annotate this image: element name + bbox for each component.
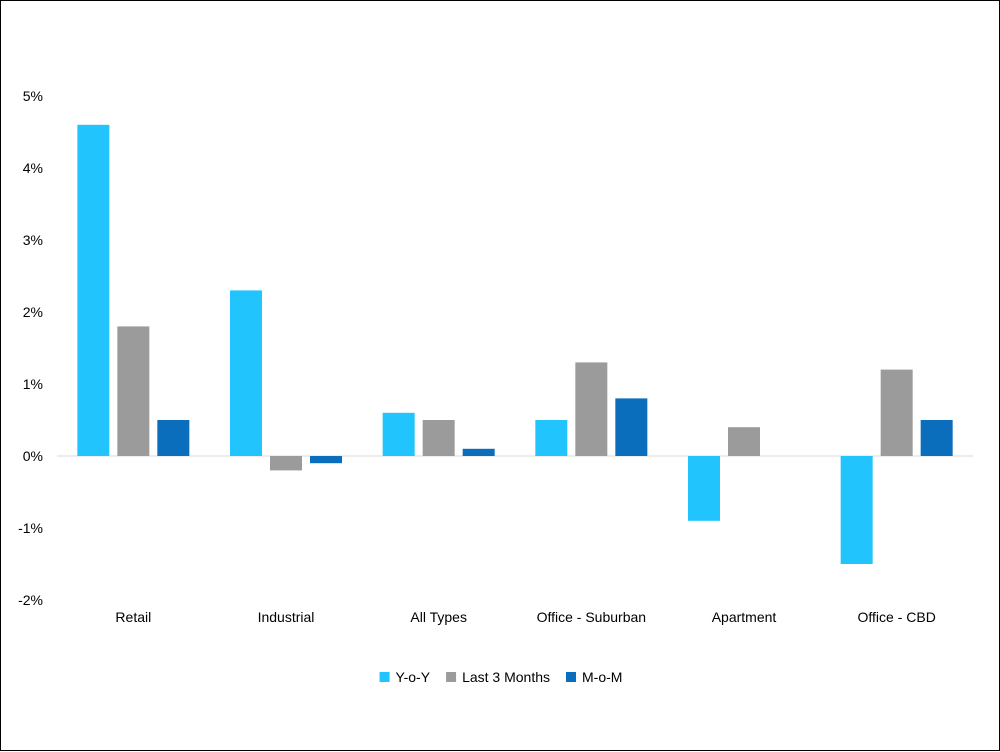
bar-last-3-months-retail [117, 326, 150, 456]
y-tick-label: 3% [23, 232, 43, 248]
x-category-label: Office - CBD [858, 609, 936, 625]
bar-last-3-months-office-cbd [880, 369, 913, 456]
y-tick-label: 5% [23, 88, 43, 104]
bar-last-3-months-apartment [728, 427, 760, 456]
bar-y-o-y-apartment [688, 456, 720, 521]
bar-y-o-y-all-types [382, 412, 415, 456]
x-category-label: Industrial [258, 609, 315, 625]
y-tick-label: 1% [23, 376, 43, 392]
legend-swatch [379, 672, 390, 682]
x-category-label: All Types [410, 609, 467, 625]
x-category-label: Apartment [712, 609, 777, 625]
y-tick-label: 4% [23, 160, 43, 176]
bar-last-3-months-all-types [422, 420, 455, 456]
legend-label: M-o-M [582, 669, 622, 685]
y-tick-label: -2% [18, 592, 43, 608]
bar-m-o-m-office-suburban [615, 398, 648, 456]
bar-m-o-m-all-types [462, 448, 495, 456]
bar-m-o-m-retail [157, 420, 190, 456]
x-category-label: Office - Suburban [537, 609, 646, 625]
y-tick-label: 2% [23, 304, 43, 320]
bar-y-o-y-office-suburban [535, 420, 568, 456]
bars [77, 124, 953, 564]
bar-m-o-m-office-cbd [920, 420, 953, 456]
bar-last-3-months-industrial [270, 456, 302, 471]
legend-label: Last 3 Months [462, 669, 550, 685]
y-axis: -2% -1% 0% 1% 2% 3% 4% 5% [18, 88, 43, 608]
y-tick-label: -1% [18, 520, 43, 536]
legend-swatch [446, 672, 457, 682]
bar-m-o-m-industrial [310, 456, 342, 464]
bar-y-o-y-retail [77, 124, 110, 457]
y-tick-label: 0% [23, 448, 43, 464]
x-axis: Retail Industrial All Types Office - Suburb… [115, 609, 935, 625]
bar-last-3-months-office-suburban [575, 362, 608, 456]
bar-y-o-y-office-cbd [840, 456, 873, 564]
bar-y-o-y-industrial [230, 290, 262, 456]
legend-swatch [566, 672, 577, 682]
x-category-label: Retail [115, 609, 151, 625]
legend: Y-o-Y Last 3 Months M-o-M [379, 669, 622, 685]
legend-label: Y-o-Y [396, 669, 431, 685]
